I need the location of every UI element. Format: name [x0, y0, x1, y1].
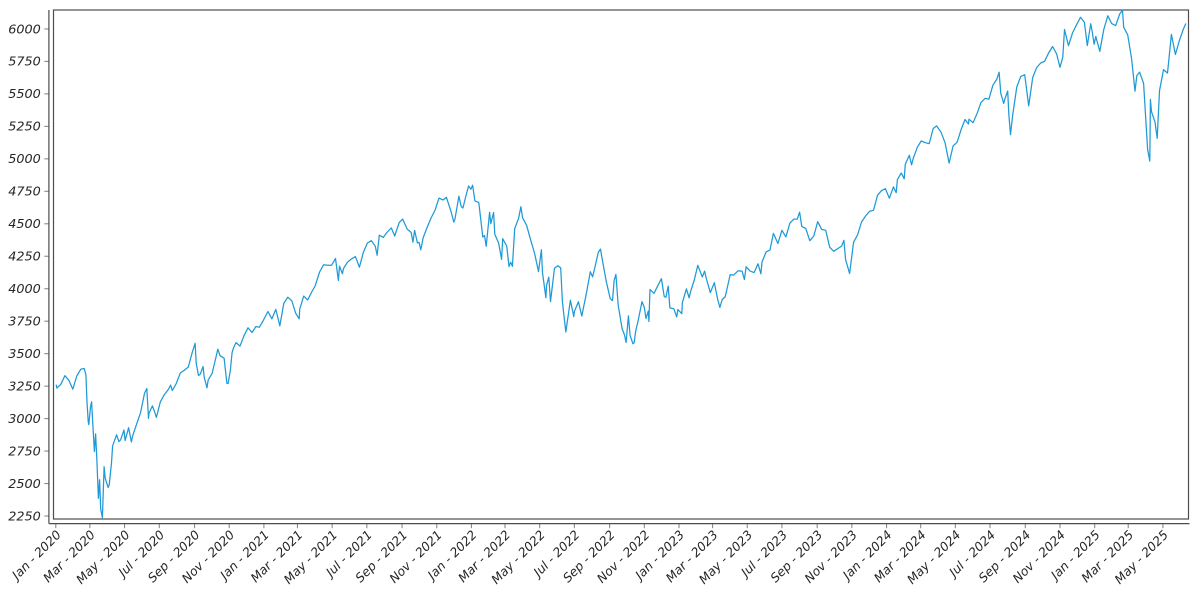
y-tick-label: 3250 — [8, 379, 41, 394]
plot-frame — [52, 9, 1190, 520]
y-tick-label: 2500 — [8, 477, 41, 492]
y-tick-label: 2250 — [8, 509, 41, 524]
y-tick-label: 5750 — [8, 55, 41, 70]
y-tick-label: 4500 — [8, 217, 41, 232]
y-tick-label: 4750 — [8, 185, 41, 200]
y-tick-label: 5500 — [8, 87, 41, 102]
y-tick-label: 4250 — [8, 250, 41, 265]
y-tick-label: 4000 — [8, 282, 41, 297]
y-tick-label: 3000 — [8, 412, 41, 427]
y-tick-label: 5250 — [8, 120, 41, 135]
y-tick-label: 6000 — [8, 22, 41, 37]
y-tick-label: 3500 — [8, 347, 41, 362]
y-tick-label: 2750 — [8, 444, 41, 459]
y-tick-label: 5000 — [8, 152, 41, 167]
price-line — [55, 9, 1187, 519]
y-tick-label: 3750 — [8, 314, 41, 329]
